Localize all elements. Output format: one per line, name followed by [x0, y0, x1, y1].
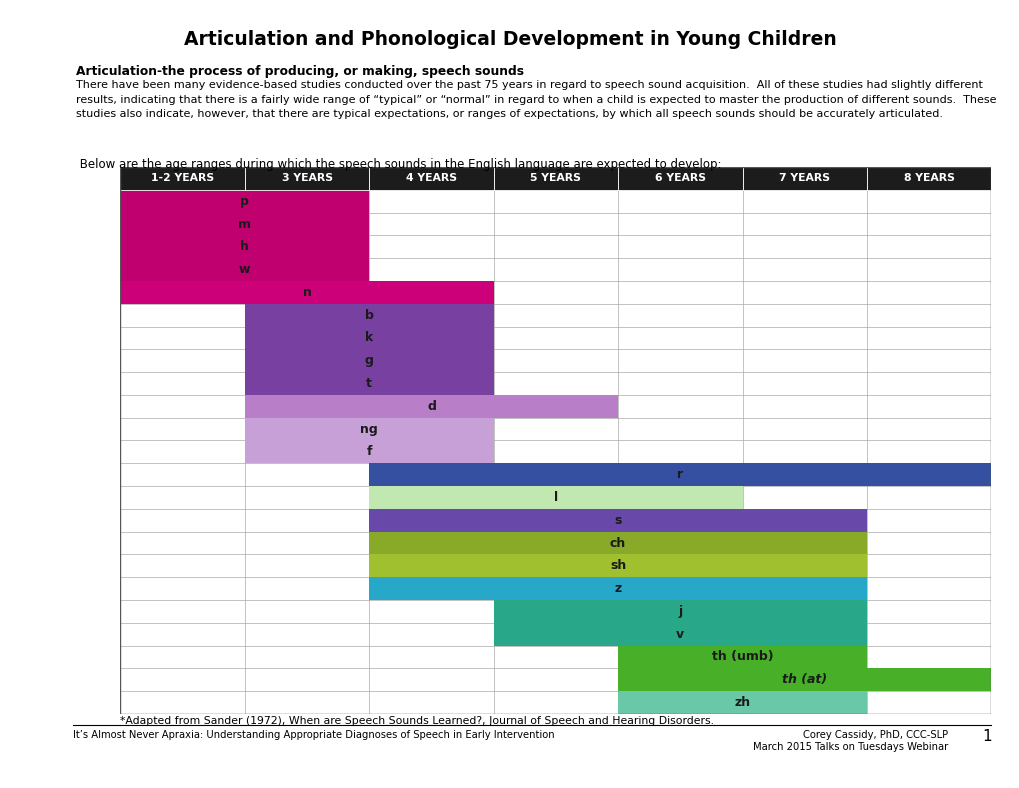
Bar — [245, 440, 493, 463]
Bar — [493, 623, 866, 645]
Bar — [618, 645, 866, 668]
Bar — [493, 167, 618, 190]
Text: t: t — [366, 377, 372, 390]
Text: 1-2 YEARS: 1-2 YEARS — [151, 173, 214, 184]
Text: 7 YEARS: 7 YEARS — [779, 173, 829, 184]
Text: k: k — [365, 332, 373, 344]
Text: 5 YEARS: 5 YEARS — [530, 173, 581, 184]
Bar — [618, 691, 866, 714]
Bar — [742, 167, 866, 190]
Bar — [120, 213, 369, 236]
Text: *Adapted from Sander (1972), When are Speech Sounds Learned?, Journal of Speech : *Adapted from Sander (1972), When are Sp… — [120, 716, 713, 726]
Text: Below are the age ranges during which the speech sounds in the English language : Below are the age ranges during which th… — [76, 158, 721, 170]
Bar — [245, 418, 493, 440]
Bar — [369, 486, 742, 509]
Text: 4 YEARS: 4 YEARS — [406, 173, 457, 184]
Text: h: h — [240, 240, 249, 253]
Text: 1: 1 — [981, 729, 990, 744]
Text: Articulation-the process of producing, or making, speech sounds: Articulation-the process of producing, o… — [76, 65, 524, 77]
Bar — [120, 190, 369, 213]
Text: Articulation and Phonological Development in Young Children: Articulation and Phonological Developmen… — [183, 30, 836, 49]
Bar — [120, 258, 369, 281]
Text: r: r — [677, 468, 683, 481]
Bar — [493, 600, 866, 623]
Text: 3 YEARS: 3 YEARS — [281, 173, 332, 184]
Bar — [245, 304, 493, 326]
Bar — [120, 281, 493, 304]
Bar — [618, 668, 990, 691]
Bar — [245, 167, 369, 190]
Text: p: p — [240, 195, 249, 208]
Text: b: b — [365, 309, 373, 322]
Text: w: w — [238, 263, 251, 276]
Bar — [245, 326, 493, 349]
Text: z: z — [613, 582, 622, 595]
Text: 6 YEARS: 6 YEARS — [654, 173, 705, 184]
Text: There have been many evidence-based studies conducted over the past 75 years in : There have been many evidence-based stud… — [76, 80, 996, 119]
Bar — [369, 463, 990, 486]
Text: g: g — [365, 355, 373, 367]
Bar — [369, 167, 493, 190]
Text: s: s — [613, 514, 622, 526]
Text: v: v — [676, 628, 684, 641]
Bar — [618, 167, 742, 190]
Text: d: d — [427, 400, 435, 413]
Text: ch: ch — [609, 537, 626, 549]
Text: f: f — [366, 445, 372, 459]
Bar — [120, 167, 245, 190]
Text: sh: sh — [609, 559, 626, 572]
Text: j: j — [678, 605, 682, 618]
Text: zh: zh — [734, 696, 750, 709]
Bar — [120, 236, 369, 258]
Text: th (umb): th (umb) — [711, 650, 772, 663]
Bar — [866, 167, 990, 190]
Bar — [369, 555, 866, 577]
Text: l: l — [553, 491, 557, 504]
Text: It’s Almost Never Apraxia: Understanding Appropriate Diagnoses of Speech in Earl: It’s Almost Never Apraxia: Understanding… — [73, 730, 554, 741]
Bar — [245, 349, 493, 372]
Text: Corey Cassidy, PhD, CCC-SLP
March 2015 Talks on Tuesdays Webinar: Corey Cassidy, PhD, CCC-SLP March 2015 T… — [753, 730, 948, 752]
Bar — [369, 532, 866, 555]
Text: th (at): th (at) — [782, 673, 826, 686]
Text: n: n — [303, 286, 311, 299]
Text: ng: ng — [360, 422, 378, 436]
Bar — [369, 509, 866, 532]
Bar — [245, 395, 618, 418]
Bar — [245, 372, 493, 395]
Text: m: m — [238, 217, 251, 231]
Bar — [369, 577, 866, 600]
Text: 8 YEARS: 8 YEARS — [903, 173, 954, 184]
